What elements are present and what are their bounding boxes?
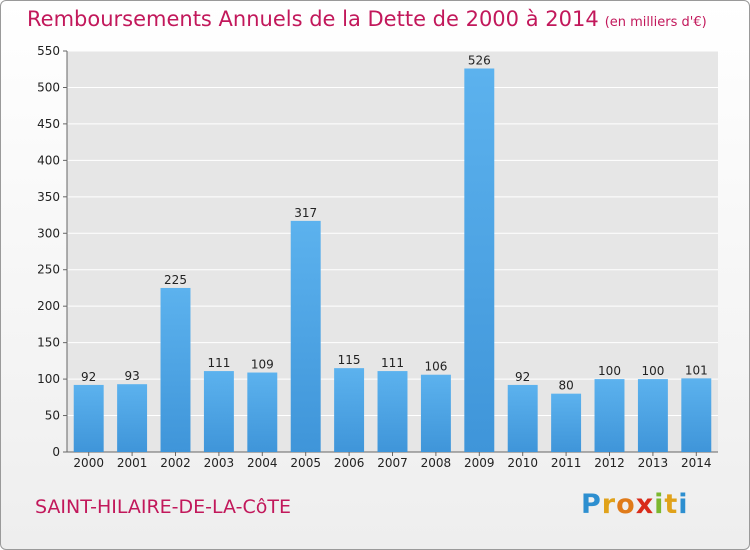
chart-title: Remboursements Annuels de la Dette de 20… bbox=[27, 7, 707, 31]
x-tick-label-2011: 2011 bbox=[551, 456, 582, 470]
bar-2001 bbox=[117, 384, 148, 452]
commune-name: SAINT-HILAIRE-DE-LA-CôTE bbox=[35, 496, 291, 518]
data-label-2011: 80 bbox=[558, 379, 573, 393]
data-label-2002: 225 bbox=[164, 273, 187, 287]
data-label-2004: 109 bbox=[251, 358, 274, 372]
logo-letter: P bbox=[581, 489, 602, 520]
y-tick-label: 350 bbox=[37, 190, 60, 204]
data-label-2005: 317 bbox=[294, 206, 317, 220]
logo-letter: o bbox=[616, 489, 636, 520]
bar-2005 bbox=[290, 220, 321, 452]
proxiti-logo: Proxiti bbox=[581, 489, 689, 520]
data-label-2000: 92 bbox=[81, 370, 96, 384]
y-tick-label: 200 bbox=[37, 299, 60, 313]
chart-unit-label: (en milliers d'€) bbox=[604, 15, 707, 30]
y-tick-label: 0 bbox=[52, 445, 60, 459]
y-tick-label: 250 bbox=[37, 263, 60, 277]
bar-2013 bbox=[637, 379, 668, 452]
bar-2006 bbox=[334, 368, 365, 452]
y-tick-label: 150 bbox=[37, 336, 60, 350]
y-tick-label: 300 bbox=[37, 226, 60, 240]
logo-letter: i bbox=[678, 489, 689, 520]
x-tick-label-2001: 2001 bbox=[117, 456, 148, 470]
data-label-2008: 106 bbox=[424, 360, 447, 374]
logo-letter: r bbox=[601, 489, 617, 520]
data-label-2009: 526 bbox=[468, 53, 491, 67]
bar-2009 bbox=[464, 68, 495, 453]
x-tick-label-2004: 2004 bbox=[247, 456, 278, 470]
y-tick-label: 100 bbox=[37, 372, 60, 386]
bar-2011 bbox=[551, 393, 582, 452]
x-tick-label-2010: 2010 bbox=[507, 456, 538, 470]
data-label-2013: 100 bbox=[641, 364, 664, 378]
x-tick-label-2003: 2003 bbox=[204, 456, 235, 470]
x-tick-label-2000: 2000 bbox=[73, 456, 104, 470]
data-label-2014: 101 bbox=[685, 363, 708, 377]
bar-2003 bbox=[203, 371, 234, 452]
bar-2012 bbox=[594, 379, 625, 452]
y-tick-label: 550 bbox=[37, 44, 60, 58]
bar-2000 bbox=[73, 384, 104, 452]
bar-2008 bbox=[420, 374, 451, 452]
y-tick-label: 400 bbox=[37, 153, 60, 167]
bar-2014 bbox=[681, 378, 712, 452]
data-label-2003: 111 bbox=[207, 356, 230, 370]
y-tick-label: 50 bbox=[45, 409, 60, 423]
data-label-2006: 115 bbox=[338, 353, 361, 367]
data-label-2010: 92 bbox=[515, 370, 530, 384]
x-tick-label-2012: 2012 bbox=[594, 456, 625, 470]
x-tick-label-2007: 2007 bbox=[377, 456, 408, 470]
x-tick-label-2002: 2002 bbox=[160, 456, 191, 470]
y-tick-label: 500 bbox=[37, 80, 60, 94]
logo-letter: x bbox=[635, 489, 655, 520]
x-tick-label-2008: 2008 bbox=[421, 456, 452, 470]
x-tick-label-2013: 2013 bbox=[638, 456, 669, 470]
x-tick-label-2006: 2006 bbox=[334, 456, 365, 470]
bar-2010 bbox=[507, 384, 538, 452]
y-tick-label: 450 bbox=[37, 117, 60, 131]
x-tick-label-2005: 2005 bbox=[290, 456, 321, 470]
data-label-2007: 111 bbox=[381, 356, 404, 370]
bar-2007 bbox=[377, 371, 408, 452]
bar-2004 bbox=[247, 372, 278, 452]
data-label-2012: 100 bbox=[598, 364, 621, 378]
data-label-2001: 93 bbox=[124, 369, 139, 383]
bar-2002 bbox=[160, 287, 191, 452]
x-tick-label-2009: 2009 bbox=[464, 456, 495, 470]
logo-letter: i bbox=[654, 489, 665, 520]
chart-title-text: Remboursements Annuels de la Dette de 20… bbox=[27, 7, 599, 31]
logo-letter: t bbox=[664, 489, 679, 520]
x-tick-label-2014: 2014 bbox=[681, 456, 712, 470]
